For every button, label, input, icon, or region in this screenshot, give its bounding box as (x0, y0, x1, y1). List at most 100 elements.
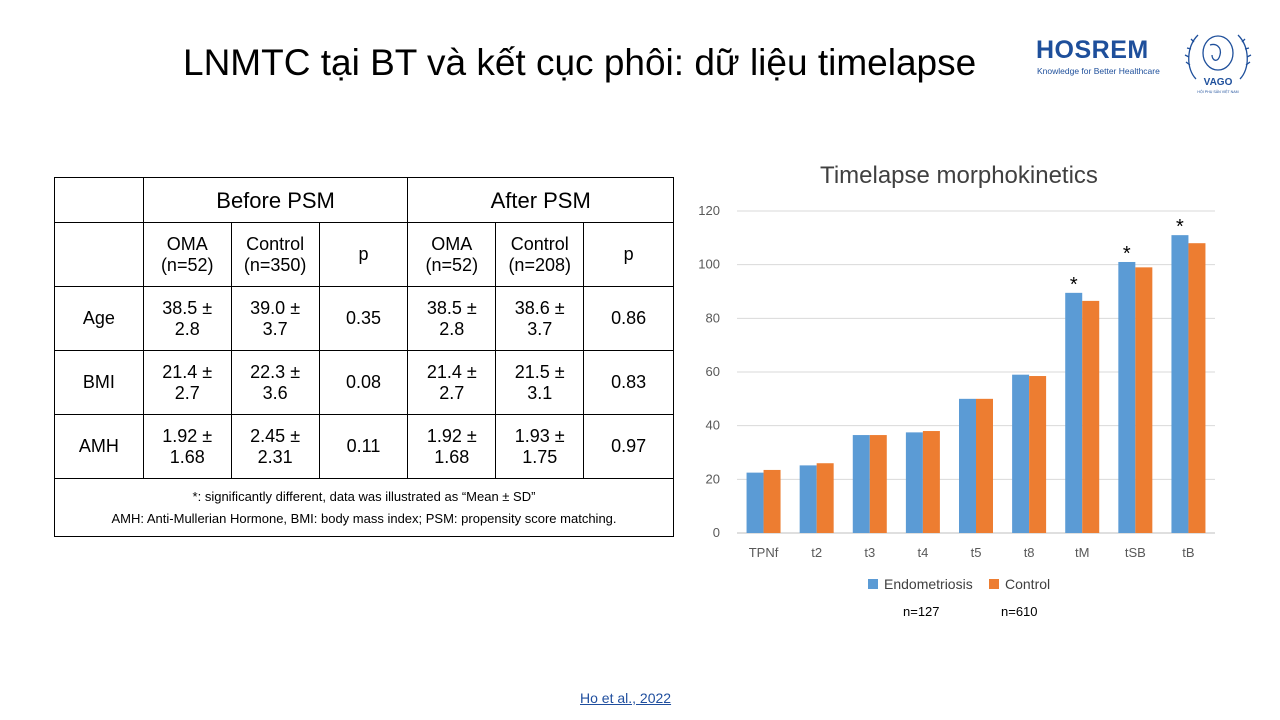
bar-control-tpnf (763, 469, 781, 533)
chart-title: Timelapse morphokinetics (820, 162, 1098, 189)
column-header: Control (n=350) (230, 222, 320, 287)
table-cell: 0.35 (318, 286, 409, 351)
group-header-after-psm: After PSM (407, 177, 674, 223)
column-header-text: OMA (n=52) (425, 233, 479, 275)
bar-control-tsb (1135, 267, 1153, 533)
legend-label-endometriosis: Endometriosis (884, 576, 973, 592)
bar-control-tb (1188, 243, 1206, 533)
table-cell: 0.11 (318, 414, 409, 479)
cell-value: 22.3 ± 3.6 (250, 361, 301, 403)
column-header-text: Control (n=208) (508, 233, 571, 275)
table-cell: 21.5 ± 3.1 (495, 350, 585, 415)
legend-label-control: Control (1005, 576, 1051, 592)
bar-endometriosis-t2 (799, 465, 817, 533)
bar-endometriosis-tm (1065, 292, 1083, 533)
row-label: AMH (54, 414, 144, 479)
bar-control-t8 (1029, 376, 1047, 533)
group-header-before-psm: Before PSM (142, 177, 409, 223)
y-tick-label: 80 (706, 310, 720, 325)
column-header: Control (n=208) (495, 222, 585, 287)
sample-size-endometriosis: n=127 (903, 604, 940, 619)
table-cell: 21.4 ± 2.7 (142, 350, 232, 415)
table-notes: *: significantly different, data was ill… (54, 478, 674, 537)
vago-logo: VAGO HỘI PHỤ SẢN VIỆT NAM (1184, 34, 1252, 94)
table-cell: 1.93 ± 1.75 (495, 414, 585, 479)
cell-value: 1.92 ± 1.68 (162, 425, 213, 467)
significance-marker: * (1070, 274, 1078, 296)
column-header-text: OMA (n=52) (160, 233, 214, 275)
bar-control-tm (1082, 300, 1100, 533)
table-cell: 21.4 ± 2.7 (407, 350, 497, 415)
table-cell: 1.92 ± 1.68 (142, 414, 232, 479)
column-header: p (583, 222, 674, 287)
table-cell: 1.92 ± 1.68 (407, 414, 497, 479)
bar-control-t2 (816, 463, 834, 533)
hosrem-tagline: Knowledge for Better Healthcare (1037, 66, 1160, 76)
legend-swatch-endometriosis (868, 579, 878, 590)
abbreviations-note: AMH: Anti-Mullerian Hormone, BMI: body m… (111, 510, 617, 526)
cell-value: 38.5 ± 2.8 (426, 297, 477, 339)
cell-value: 38.6 ± 3.7 (514, 297, 565, 339)
x-tick-label: tB (1182, 545, 1194, 560)
table-cell: 22.3 ± 3.6 (230, 350, 320, 415)
table-cell: 0.08 (318, 350, 409, 415)
cell-value: 21.4 ± 2.7 (162, 361, 213, 403)
slide-title: LNMTC tại BT và kết cục phôi: dữ liệu ti… (183, 42, 977, 83)
table-cell: 38.6 ± 3.7 (495, 286, 585, 351)
cell-value: 1.93 ± 1.75 (514, 425, 565, 467)
row-label: Age (54, 286, 144, 351)
x-tick-label: tM (1075, 545, 1089, 560)
table-corner-cell (54, 177, 144, 223)
bar-control-t4 (922, 431, 940, 533)
bar-chart: 0 20 40 60 80 100 120 TPNf t2 t3 t4 t5 t8 tM * tSB * tB * (698, 203, 1215, 560)
sample-size-control: n=610 (1001, 604, 1038, 619)
bar-control-t5 (976, 398, 993, 533)
bar-endometriosis-t5 (959, 398, 976, 533)
table-row: Age 38.5 ± 2.8 39.0 ± 3.7 0.35 38.5 ± 2.… (54, 286, 674, 351)
legend-item-endometriosis: Endometriosis (868, 576, 973, 592)
x-tick-label: t3 (864, 545, 875, 560)
legend-item-control: Control (989, 576, 1050, 592)
column-header-text: Control (n=350) (243, 233, 307, 275)
cell-value: 2.45 ± 2.31 (250, 425, 301, 467)
y-tick-label: 60 (706, 364, 720, 379)
x-tick-label: t4 (917, 545, 928, 560)
table-cell: 0.83 (583, 350, 674, 415)
bar-endometriosis-tpnf (746, 472, 764, 533)
y-tick-label: 120 (698, 203, 720, 218)
table-cell: 0.97 (583, 414, 674, 479)
x-tick-label: TPNf (749, 545, 779, 560)
bar-control-t3 (869, 435, 887, 533)
cell-value: 1.92 ± 1.68 (426, 425, 477, 467)
significance-note: *: significantly different, data was ill… (192, 488, 536, 504)
significance-marker: * (1176, 216, 1184, 238)
vago-logo-subtitle: HỘI PHỤ SẢN VIỆT NAM (1197, 89, 1238, 94)
row-label: BMI (54, 350, 144, 415)
legend-swatch-control (989, 579, 999, 590)
cell-value: 21.5 ± 3.1 (514, 361, 565, 403)
cell-value: 39.0 ± 3.7 (250, 297, 301, 339)
x-tick-label: tSB (1125, 545, 1146, 560)
table-sub-header-row: OMA (n=52) Control (n=350) p OMA (n=52) … (54, 222, 674, 287)
table-notes-row: *: significantly different, data was ill… (54, 478, 674, 537)
table-cell: 2.45 ± 2.31 (230, 414, 320, 479)
y-tick-label: 0 (713, 525, 720, 540)
hosrem-logo: HOSREM Knowledge for Better Healthcare (1036, 36, 1168, 80)
cell-value: 21.4 ± 2.7 (426, 361, 477, 403)
bar-endometriosis-tb (1171, 235, 1189, 533)
column-header: OMA (n=52) (142, 222, 232, 287)
y-tick-label: 40 (706, 418, 720, 433)
table-corner-cell-2 (54, 222, 144, 287)
x-tick-label: t5 (971, 545, 982, 560)
x-tick-label: t8 (1024, 545, 1035, 560)
cell-value: 38.5 ± 2.8 (162, 297, 213, 339)
table-cell: 0.86 (583, 286, 674, 351)
bar-endometriosis-t4 (905, 432, 923, 533)
table-row: BMI 21.4 ± 2.7 22.3 ± 3.6 0.08 21.4 ± 2.… (54, 350, 674, 415)
column-header: OMA (n=52) (407, 222, 497, 287)
y-tick-label: 100 (698, 257, 720, 272)
bar-endometriosis-t3 (852, 435, 870, 533)
vago-logo-text: VAGO (1204, 77, 1233, 88)
citation-link[interactable]: Ho et al., 2022 (580, 690, 672, 706)
table-group-header-row: Before PSM After PSM (54, 177, 674, 223)
